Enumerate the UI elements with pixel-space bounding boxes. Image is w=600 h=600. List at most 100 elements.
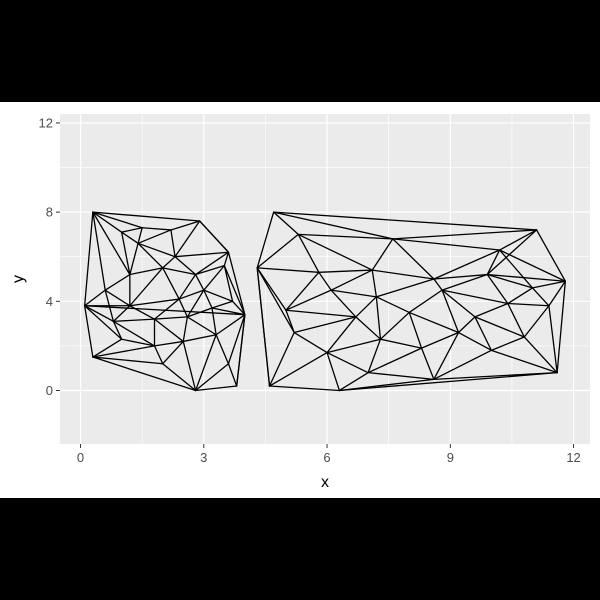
edges-layer	[84, 211, 566, 392]
triangulation-edge	[129, 267, 164, 276]
triangulation-edge	[420, 331, 460, 349]
triangulation-edge	[137, 242, 164, 269]
x-tick-label: 3	[200, 450, 207, 465]
triangulation-edge	[498, 249, 566, 282]
triangulation-edge	[194, 334, 217, 392]
triangulation-edge	[371, 269, 378, 298]
triangulation-edge	[256, 267, 320, 273]
triangulation-edge	[338, 378, 435, 392]
triangulation-edge	[194, 363, 230, 392]
triangulation-edge	[441, 289, 460, 334]
triangulation-edge	[84, 305, 123, 340]
x-axis-title: x	[321, 474, 329, 491]
triangulation-edge	[211, 307, 246, 316]
triangulation-edge	[293, 331, 328, 354]
triangulation-edge	[392, 238, 435, 280]
triangulation-edge	[153, 298, 180, 320]
triangulation-edge	[318, 269, 373, 273]
triangulation-edge	[379, 338, 423, 349]
triangulation-edge	[433, 331, 460, 380]
triangulation-edge	[457, 331, 493, 352]
grid-minor	[60, 114, 590, 444]
triangulation-edge	[92, 211, 201, 222]
triangulation-edge	[223, 264, 246, 316]
triangulation-edge	[355, 316, 382, 340]
triangulation-edge	[293, 316, 357, 334]
triangulation-edge	[170, 220, 201, 231]
triangulation-edge	[507, 302, 525, 338]
triangulation-edge	[256, 233, 299, 269]
triangulation-edge	[174, 220, 201, 258]
triangulation-edge	[285, 271, 320, 311]
triangulation-edge	[330, 269, 373, 291]
triangulation-edge	[256, 267, 295, 334]
triangulation-edge	[326, 338, 382, 354]
triangulation-edge	[203, 289, 213, 309]
triangulation-edge	[441, 289, 476, 318]
triangulation-edge	[375, 278, 435, 298]
triangulation-edge	[112, 320, 123, 340]
triangulation-edge	[256, 211, 275, 269]
triangulation-edge	[272, 211, 538, 231]
triangulation-edge	[371, 238, 394, 271]
y-axis-title: y	[10, 275, 27, 283]
x-tick-label: 12	[566, 450, 580, 465]
plot-panel	[60, 114, 590, 444]
triangulation-edge	[379, 311, 410, 340]
triangulation-edge	[441, 273, 488, 291]
y-tick-label: 0	[46, 383, 53, 398]
triangulation-edge	[182, 340, 197, 392]
triangulation-edge	[498, 249, 534, 289]
triangulation-edge	[129, 242, 139, 276]
triangulation-edge	[112, 318, 156, 323]
triangulation-edge	[433, 278, 443, 291]
triangulation-edge	[272, 211, 394, 240]
triangulation-edge	[338, 371, 369, 392]
triangulation-edge	[268, 351, 328, 387]
triangulation-edge	[457, 316, 476, 334]
triangulation-edge	[507, 287, 534, 305]
triangulation-edge	[367, 347, 423, 374]
triangulation-edge	[486, 249, 501, 276]
triangulation-edge	[392, 229, 538, 240]
x-tick-label: 0	[77, 450, 84, 465]
chart-frame: 0 3 6 9 12 0 4 8 12 x y	[0, 102, 600, 498]
triangulation-edge	[174, 251, 230, 258]
triangulation-edge	[486, 229, 538, 276]
triangulation-edge	[433, 371, 558, 380]
triangulation-edge	[486, 273, 534, 289]
triangulation-edge	[92, 211, 143, 229]
triangulation-edge	[330, 289, 357, 318]
triangulation-edge	[104, 273, 131, 291]
triangulation-edge	[162, 256, 176, 269]
triangulation-edge	[490, 336, 525, 352]
triangulation-edge	[162, 363, 197, 392]
triangulation-edge	[486, 273, 509, 305]
triangulation-edge	[355, 296, 378, 318]
triangulation-edge	[112, 320, 156, 347]
triangulation-edge	[92, 211, 106, 291]
grid-major	[60, 114, 590, 444]
triangulation-edge	[227, 251, 246, 316]
triangulation-edge	[178, 273, 197, 300]
triangulation-edge	[375, 296, 382, 340]
triangulation-edge	[433, 273, 488, 280]
triangulation-edge	[490, 349, 558, 374]
triangulation-edge	[194, 273, 205, 291]
triangulation-edge	[170, 229, 176, 258]
triangulation-edge	[326, 351, 341, 392]
triangulation-edge	[486, 273, 566, 282]
triangulation-edge	[174, 256, 197, 276]
triangulation-edge	[84, 305, 94, 358]
triangulation-edge	[215, 334, 230, 365]
triangulation-edge	[137, 229, 172, 244]
triangulation-edge	[153, 316, 189, 320]
triangulation-edge	[231, 300, 246, 316]
triangulation-edge	[285, 289, 332, 311]
triangulation-edge	[153, 318, 184, 343]
triangulation-edge	[223, 264, 234, 302]
triangulation-edge	[92, 338, 123, 358]
triangulation-edge	[215, 314, 246, 336]
triangulation-edge	[256, 267, 287, 311]
triangulation-edge	[153, 345, 164, 365]
